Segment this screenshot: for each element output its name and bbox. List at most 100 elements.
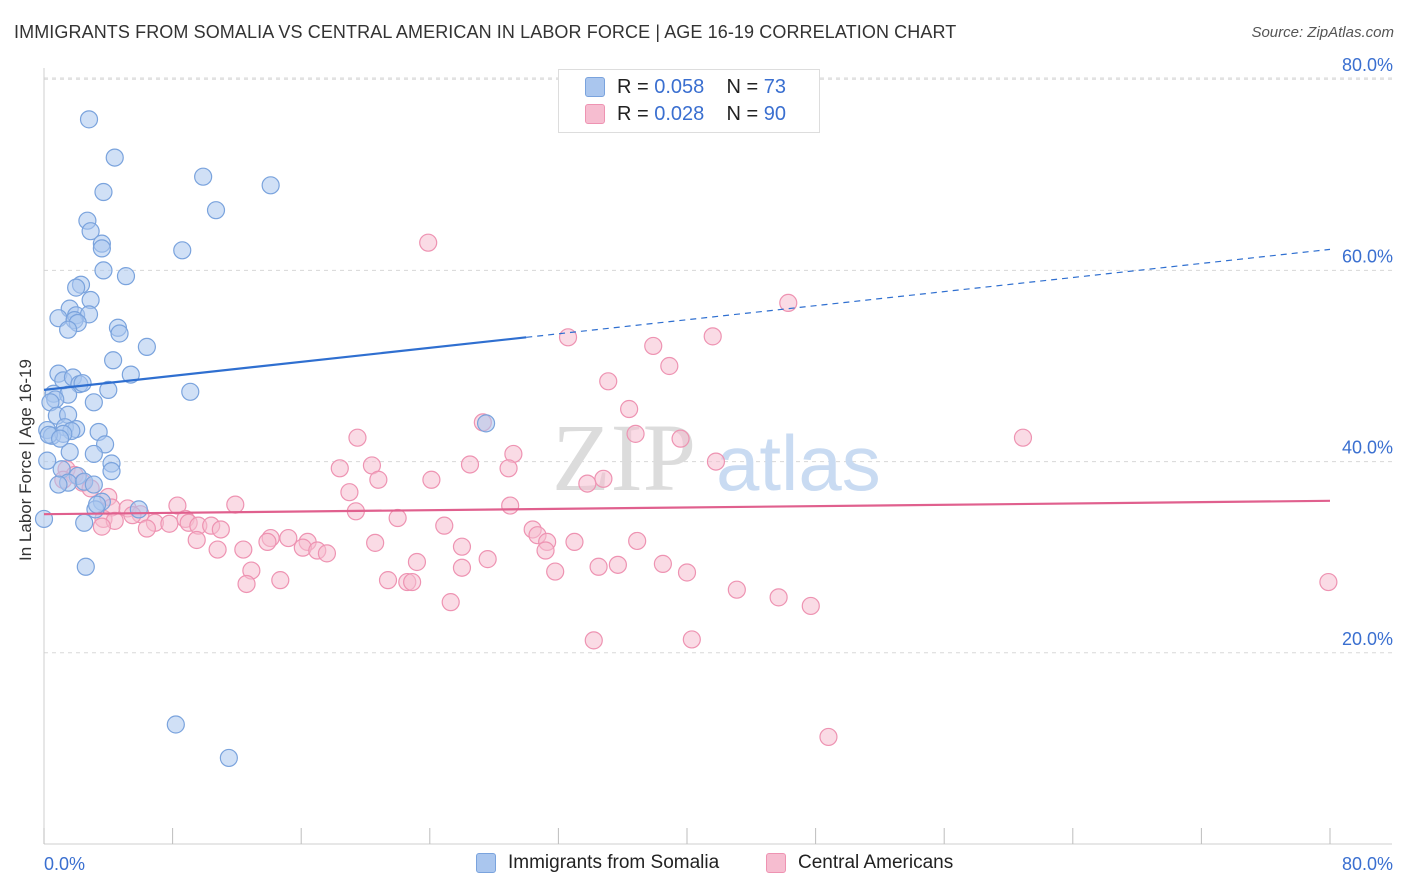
somalia-point xyxy=(476,414,496,433)
somalia-point xyxy=(49,475,68,494)
legend-n-label: N = xyxy=(726,75,759,98)
legend-n-value-somalia: 73 xyxy=(763,75,787,98)
series-name-central: Central Americans xyxy=(798,852,954,873)
central-american-point xyxy=(546,562,565,581)
central-american-point xyxy=(330,459,349,478)
central-american-point xyxy=(187,530,206,550)
central-american-point xyxy=(258,532,277,552)
somalia-point xyxy=(206,201,226,220)
somalia-point xyxy=(75,513,94,532)
central-american-point xyxy=(671,429,690,448)
central-american-point xyxy=(608,555,627,574)
central-american-point xyxy=(653,554,672,573)
central-american-point xyxy=(160,514,179,533)
somalia-point xyxy=(67,278,86,297)
central-american-point xyxy=(706,452,726,471)
series-swatch-central xyxy=(766,853,786,873)
central-american-point xyxy=(819,727,838,747)
legend-r-value-somalia: 0.058 xyxy=(654,75,705,98)
somalia-point xyxy=(173,241,192,260)
central-american-point xyxy=(407,552,427,572)
data-points xyxy=(34,110,1338,768)
somalia-point xyxy=(92,239,111,258)
somalia-point xyxy=(105,148,124,167)
somalia-trend-line xyxy=(43,336,527,391)
central-american-trend-line xyxy=(43,499,1331,516)
somalia-point xyxy=(110,324,129,343)
somalia-point xyxy=(59,320,78,339)
somalia-point xyxy=(94,182,113,202)
somalia-point xyxy=(121,365,140,384)
central-american-point xyxy=(727,580,746,599)
somalia-point xyxy=(38,451,57,470)
source-label: Source: ZipAtlas.com xyxy=(1251,24,1394,41)
watermark-zip: ZIP xyxy=(552,404,696,511)
central-american-point xyxy=(348,428,367,447)
somalia-point xyxy=(137,337,156,356)
somalia-point xyxy=(84,393,103,412)
series-legend: Immigrants from Somalia Central American… xyxy=(0,852,1406,878)
somalia-point xyxy=(81,222,100,241)
central-american-point xyxy=(703,327,722,346)
central-american-point xyxy=(628,531,647,551)
legend-n-label: N = xyxy=(726,102,759,125)
central-american-point xyxy=(682,630,701,649)
central-american-point xyxy=(452,537,472,556)
central-american-point xyxy=(460,455,480,474)
central-american-point xyxy=(1319,572,1338,592)
central-american-point xyxy=(478,550,497,569)
central-american-point xyxy=(499,459,518,478)
central-american-point xyxy=(317,544,337,563)
legend-row-somalia: R = 0.058 N = 73 xyxy=(585,74,786,100)
x-tick-label: 0.0% xyxy=(44,854,85,874)
y-tick-label: 60.0% xyxy=(1342,246,1393,266)
trend-lines xyxy=(43,248,1331,516)
legend-row-central: R = 0.028 N = 90 xyxy=(585,101,786,127)
central-american-point xyxy=(271,571,290,590)
y-tick-label: 80.0% xyxy=(1342,55,1393,75)
central-american-point xyxy=(92,517,111,536)
central-american-point xyxy=(536,541,555,560)
somalia-point xyxy=(94,261,113,280)
central-american-point xyxy=(594,469,613,488)
somalia-point xyxy=(166,715,185,734)
central-american-point xyxy=(558,328,578,347)
somalia-trend-extension xyxy=(526,248,1331,338)
somalia-point xyxy=(99,380,118,399)
y-tick-label: 40.0% xyxy=(1342,438,1393,458)
somalia-point xyxy=(73,374,92,393)
central-american-point xyxy=(801,596,820,616)
central-american-point xyxy=(279,528,298,548)
central-american-point xyxy=(378,571,398,590)
central-american-point xyxy=(677,563,697,582)
central-american-point xyxy=(137,519,156,538)
somalia-point xyxy=(102,462,121,481)
central-american-point xyxy=(644,336,663,356)
correlation-legend: R = 0.058 N = 73 R = 0.028 N = 90 xyxy=(558,69,820,133)
somalia-point xyxy=(181,382,200,401)
legend-r-label: R = xyxy=(617,102,649,125)
somalia-point xyxy=(84,475,103,494)
central-american-point xyxy=(237,574,256,594)
y-tick-label: 20.0% xyxy=(1342,629,1393,649)
central-american-point xyxy=(589,557,608,576)
somalia-point xyxy=(194,167,213,186)
watermark: ZIP atlas xyxy=(552,404,881,511)
central-american-point xyxy=(419,233,438,252)
central-american-point xyxy=(366,533,385,552)
central-american-point xyxy=(779,293,798,313)
somalia-point xyxy=(60,442,79,462)
central-american-point xyxy=(168,496,187,515)
central-american-point xyxy=(620,399,639,419)
central-american-point xyxy=(441,593,460,612)
central-american-point xyxy=(234,540,253,559)
series-legend-central: Central Americans xyxy=(766,852,953,874)
central-american-point xyxy=(340,483,359,502)
central-american-point xyxy=(369,470,388,489)
watermark-atlas: atlas xyxy=(716,419,881,507)
legend-r-label: R = xyxy=(617,75,649,98)
central-american-point xyxy=(435,516,454,535)
central-american-point xyxy=(403,572,422,592)
central-american-point xyxy=(565,532,584,552)
